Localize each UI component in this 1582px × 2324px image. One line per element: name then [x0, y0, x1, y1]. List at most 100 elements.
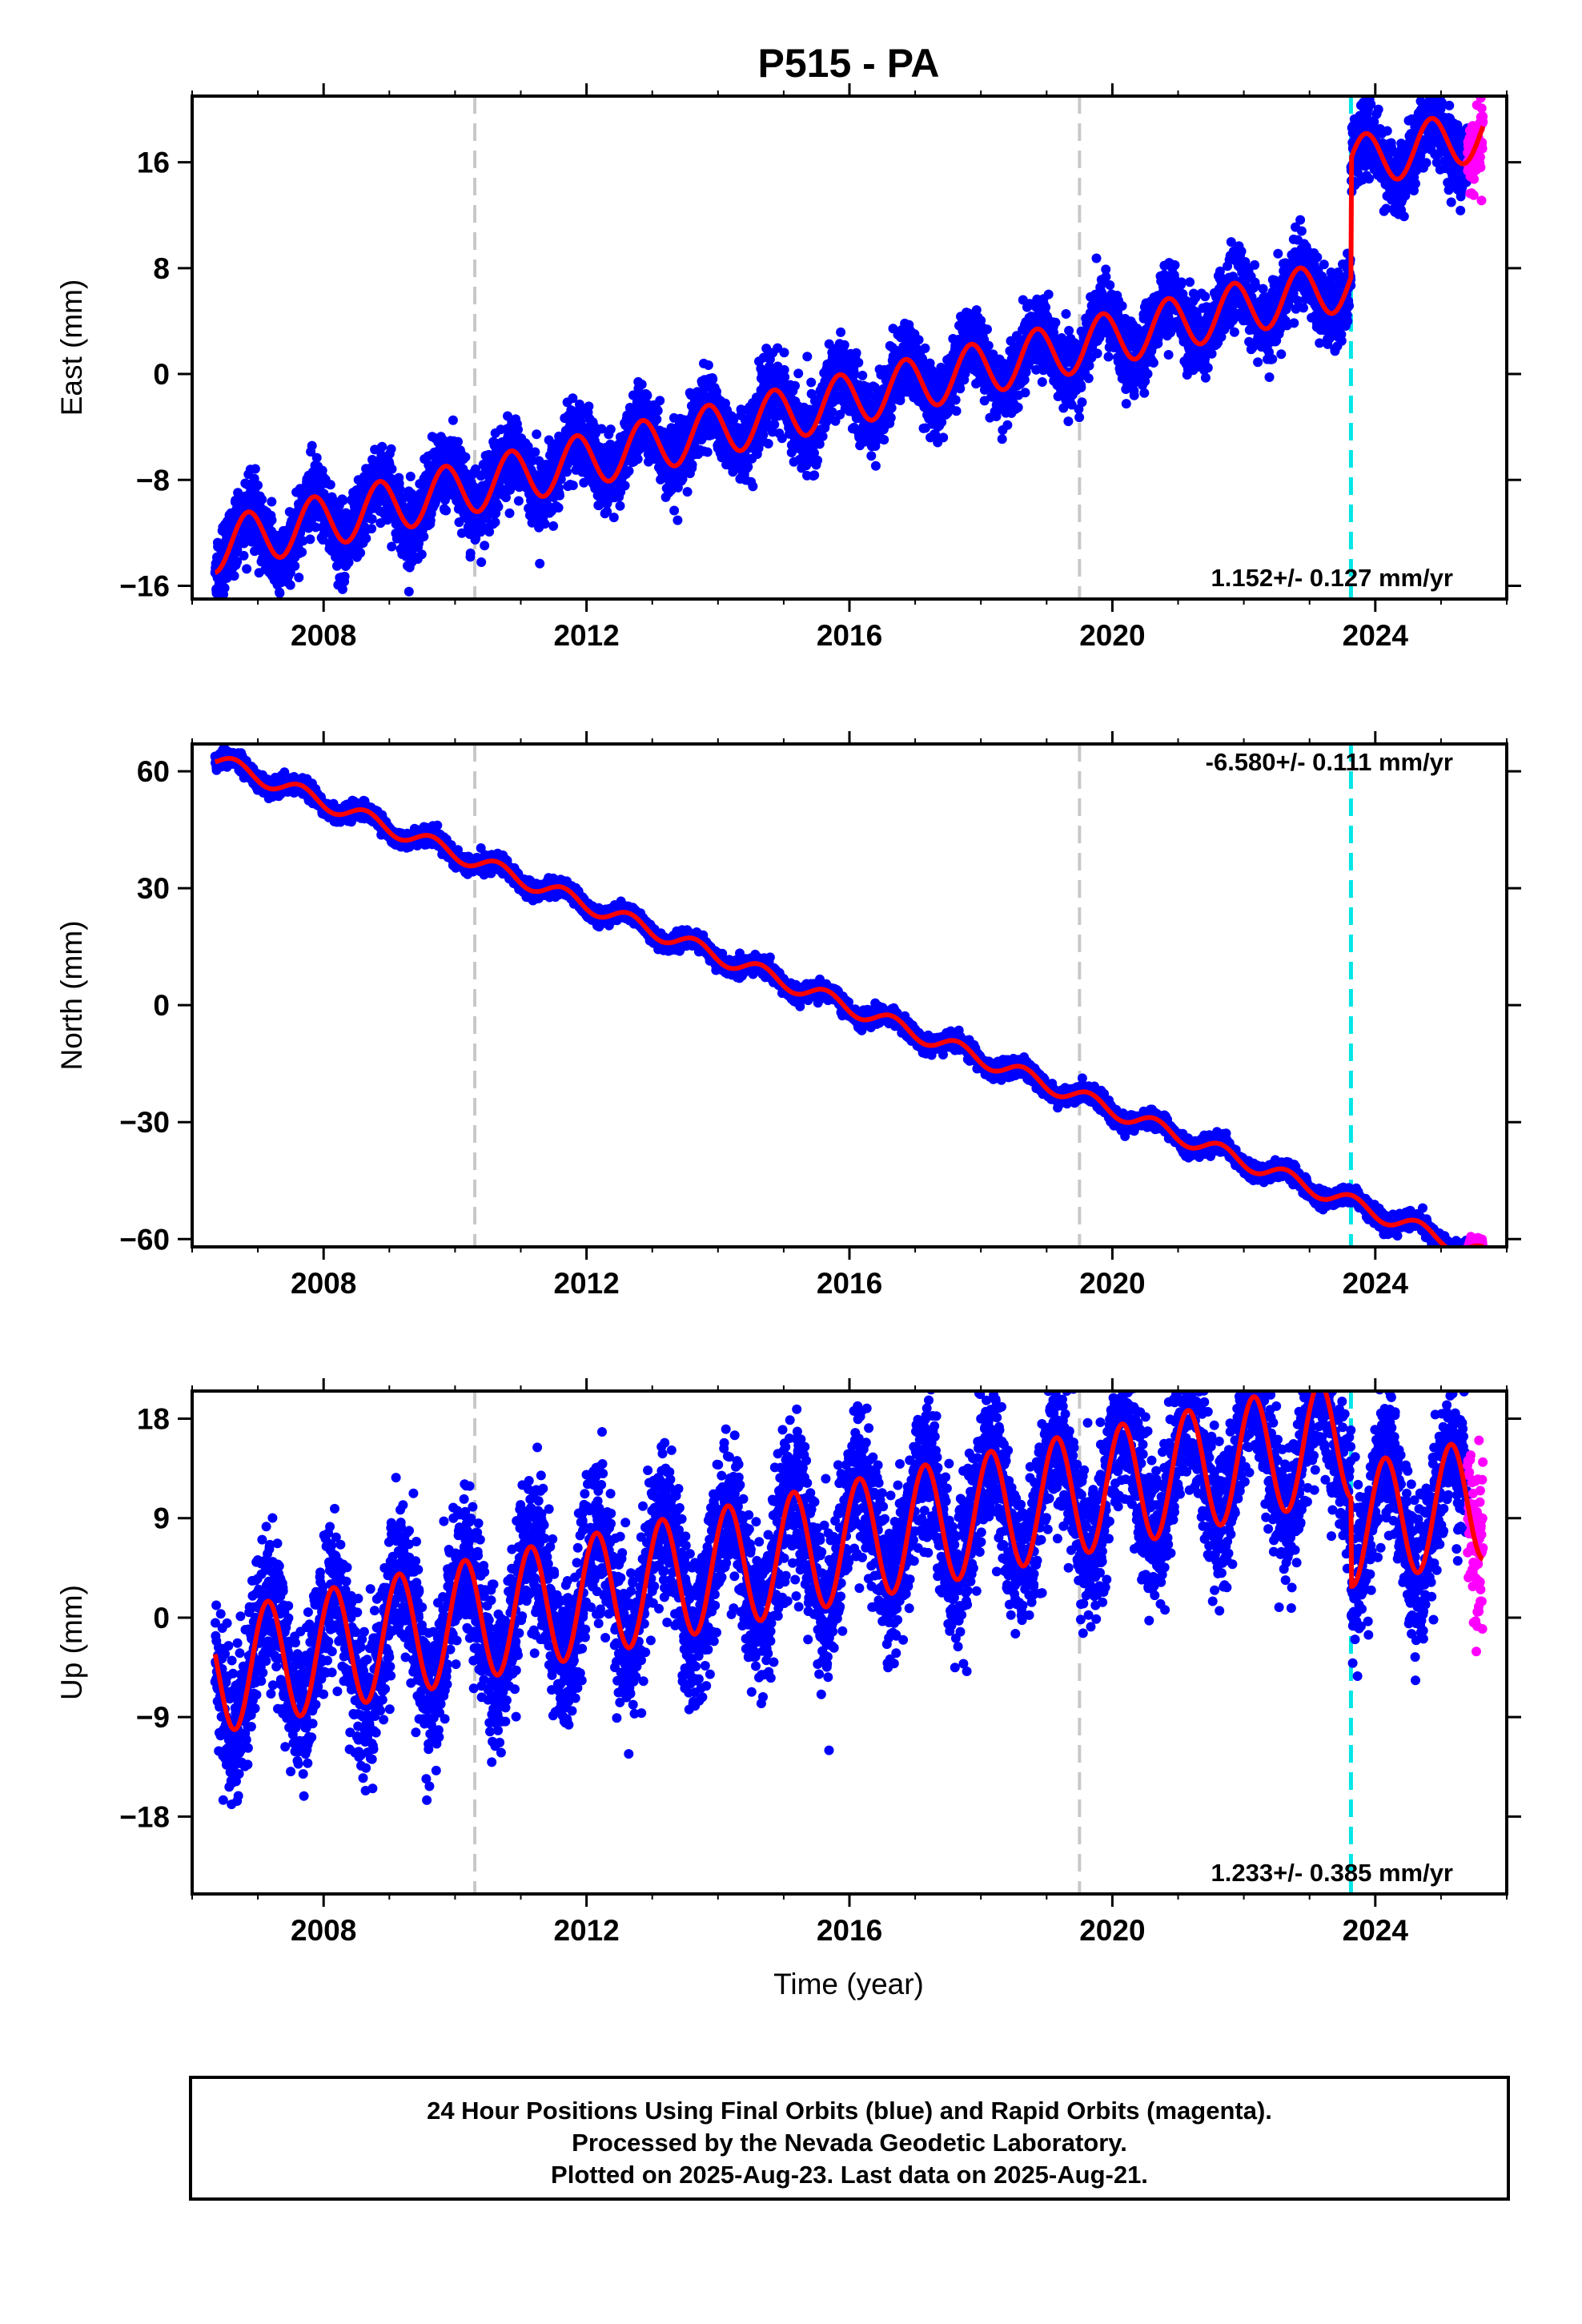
- final-point: [465, 548, 476, 558]
- final-point: [1076, 382, 1086, 392]
- final-point: [743, 461, 753, 472]
- final-point: [305, 534, 315, 545]
- final-point: [361, 533, 371, 544]
- final-point: [1064, 325, 1074, 336]
- final-point: [307, 440, 317, 451]
- final-point: [267, 515, 277, 525]
- final-point: [1020, 388, 1030, 398]
- final-point: [886, 403, 897, 413]
- final-point: [319, 489, 329, 499]
- final-point: [779, 348, 789, 358]
- final-point: [813, 455, 823, 465]
- final-point: [1092, 348, 1102, 359]
- final-point: [780, 372, 790, 382]
- final-point: [504, 508, 515, 518]
- final-point: [530, 447, 540, 457]
- final-point: [456, 528, 467, 538]
- final-point: [806, 377, 817, 388]
- final-point: [851, 348, 861, 358]
- final-point: [839, 340, 849, 350]
- final-point: [608, 513, 619, 523]
- final-point: [307, 515, 317, 525]
- final-point: [951, 406, 962, 416]
- final-point: [232, 545, 243, 555]
- final-point: [555, 490, 564, 501]
- final-point: [920, 343, 930, 353]
- final-point: [853, 357, 864, 368]
- final-point: [1063, 416, 1074, 427]
- final-point: [568, 393, 578, 404]
- final-point: [817, 431, 828, 441]
- final-point: [339, 571, 350, 581]
- final-point: [377, 441, 387, 452]
- final-point: [540, 519, 550, 529]
- final-point: [493, 501, 504, 512]
- final-point: [836, 327, 846, 337]
- final-point: [513, 496, 524, 506]
- final-point: [913, 335, 924, 345]
- final-point: [275, 588, 285, 598]
- final-point: [708, 374, 718, 384]
- final-point: [476, 557, 487, 567]
- final-point: [532, 429, 542, 440]
- final-point: [298, 536, 308, 546]
- final-point: [222, 573, 232, 583]
- final-point: [652, 414, 662, 424]
- final-point: [242, 564, 252, 574]
- final-point: [596, 424, 607, 434]
- final-point: [793, 368, 804, 379]
- final-point: [548, 521, 559, 531]
- final-point: [535, 558, 545, 569]
- final-point: [849, 369, 860, 380]
- final-point: [219, 583, 230, 593]
- final-point: [584, 401, 594, 412]
- final-point: [294, 573, 304, 583]
- final-point: [250, 464, 260, 474]
- final-point: [615, 501, 625, 511]
- final-point: [311, 522, 321, 533]
- final-point: [763, 439, 773, 448]
- final-point: [636, 380, 647, 389]
- final-point: [588, 421, 599, 431]
- final-point: [748, 481, 758, 492]
- final-point: [338, 495, 348, 505]
- final-point: [1105, 280, 1115, 290]
- final-point: [419, 532, 429, 541]
- final-point: [325, 480, 335, 490]
- final-point: [655, 396, 665, 406]
- final-point: [1101, 271, 1111, 282]
- final-point: [687, 460, 697, 470]
- final-point: [253, 480, 263, 490]
- final-point: [1061, 309, 1071, 319]
- final-point: [885, 412, 896, 423]
- final-point: [387, 464, 397, 474]
- final-point: [669, 505, 680, 516]
- final-point: [857, 370, 868, 380]
- final-point: [982, 324, 992, 335]
- final-point: [1043, 289, 1054, 300]
- final-point: [1013, 402, 1023, 412]
- final-point: [501, 493, 511, 503]
- final-point: [460, 452, 471, 462]
- final-point: [809, 470, 820, 480]
- final-point: [682, 487, 693, 497]
- final-point: [1103, 352, 1114, 362]
- final-point: [702, 447, 713, 457]
- final-point: [285, 580, 295, 590]
- final-point: [1074, 412, 1085, 423]
- final-point: [620, 480, 630, 491]
- final-point: [367, 514, 377, 525]
- final-point: [513, 424, 523, 435]
- final-point: [729, 415, 739, 425]
- final-point: [523, 441, 533, 452]
- final-point: [386, 444, 396, 454]
- final-point: [632, 454, 643, 464]
- final-point: [1077, 397, 1087, 408]
- final-point: [703, 360, 713, 370]
- final-point: [997, 434, 1007, 444]
- final-point: [441, 505, 452, 516]
- final-point: [387, 541, 397, 552]
- final-point: [1050, 317, 1061, 328]
